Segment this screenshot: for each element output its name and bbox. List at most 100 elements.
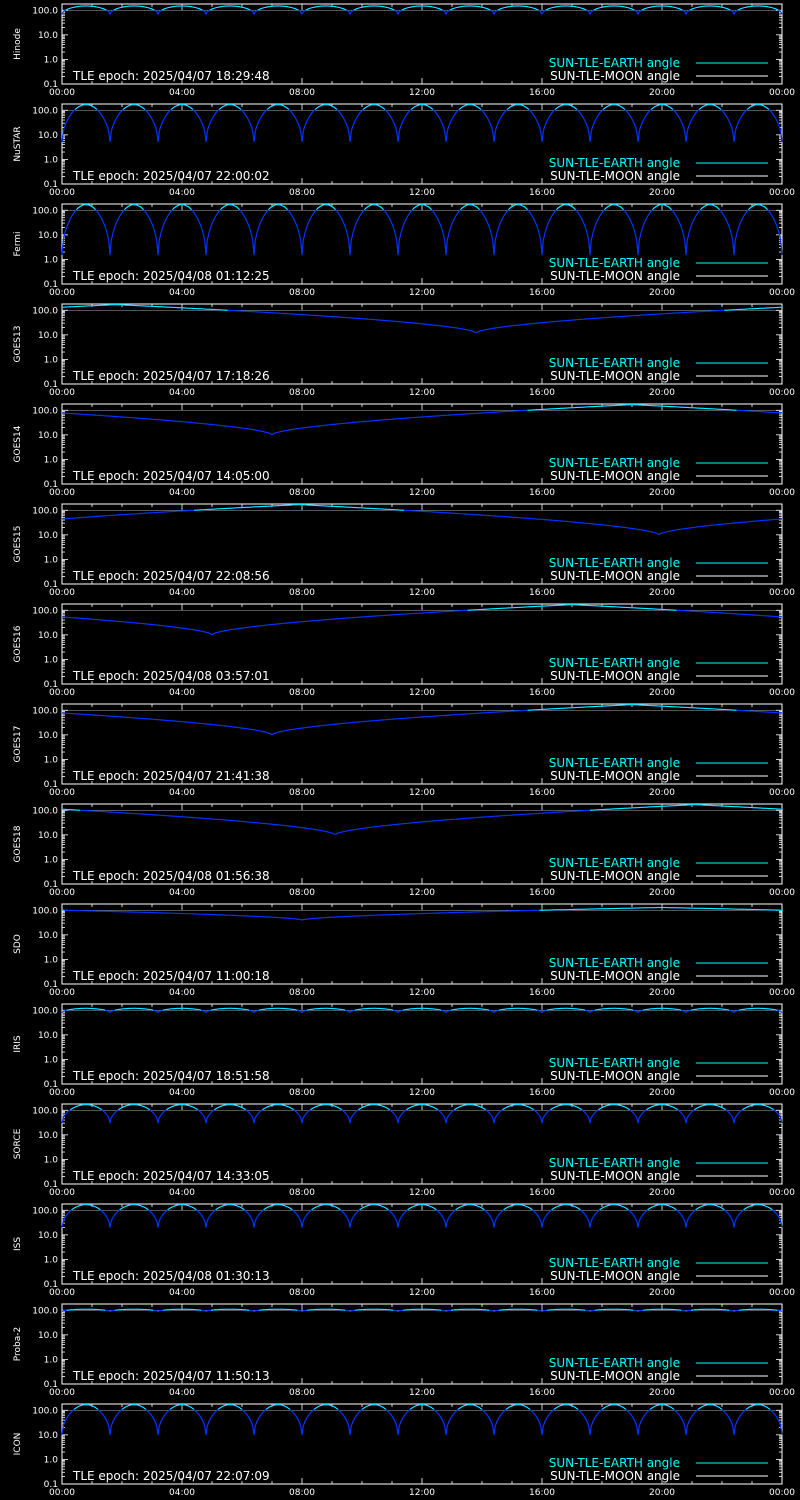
panel-goes13: 100.0 10.0 1.0 0.1 00:00 04:00 08:00 12:00 16:00… bbox=[0, 300, 800, 400]
x-tick-label: 00:00 bbox=[49, 188, 75, 198]
plot-svg: 100.010.01.00.100:00 04:00 08:00 12:00 16:00… bbox=[13, 103, 795, 198]
satellite-label: GOES17 bbox=[13, 726, 23, 763]
x-tick-label: 00:00 bbox=[49, 88, 75, 98]
legend-earth-label: SUN-TLE-EARTH angle bbox=[549, 456, 680, 470]
plot-svg: 100.010.01.00.100:00 04:00 08:00 12:00 16:00… bbox=[13, 803, 795, 898]
x-tick-label: 16:00 bbox=[529, 388, 555, 398]
legend-moon-label: SUN-TLE-MOON angle bbox=[550, 369, 680, 383]
tle-epoch-label: TLE epoch: 2025/04/07 22:00:02 bbox=[72, 169, 270, 183]
satellite-label: Proba-2 bbox=[13, 1327, 23, 1361]
x-tick-label: 04:00 bbox=[169, 488, 195, 498]
legend-moon-label: SUN-TLE-MOON angle bbox=[550, 1169, 680, 1183]
panel-iss: 100.0 10.0 1.0 0.1 00:00 04:00 08:00 12:00 16:00… bbox=[0, 1200, 800, 1300]
satellite-label: IRIS bbox=[13, 1035, 23, 1053]
legend-earth-label: SUN-TLE-EARTH angle bbox=[549, 556, 680, 570]
panel-goes14: 100.0 10.0 1.0 0.1 00:00 04:00 08:00 12:00 16:00… bbox=[0, 400, 800, 500]
tle-epoch-label: TLE epoch: 2025/04/07 18:29:48 bbox=[72, 69, 270, 83]
panel-sdo: 100.0 10.0 1.0 0.1 00:00 04:00 08:00 12:00 16:00… bbox=[0, 900, 800, 1000]
y-tick-label: 100.0 bbox=[32, 806, 58, 816]
x-tick-label: 04:00 bbox=[169, 188, 195, 198]
satellite-label: SDO bbox=[13, 934, 23, 954]
plot-svg: 100.010.01.00.100:00 04:00 08:00 12:00 16:00… bbox=[13, 1003, 795, 1098]
x-tick-label: 12:00 bbox=[409, 1488, 435, 1498]
x-tick-label: 08:00 bbox=[289, 688, 315, 698]
sun-earth-angle-high bbox=[66, 1308, 778, 1311]
x-tick-label: 16:00 bbox=[529, 588, 555, 598]
legend-earth-label: SUN-TLE-EARTH angle bbox=[549, 256, 680, 270]
x-tick-label: 04:00 bbox=[169, 1188, 195, 1198]
x-tick-label: 08:00 bbox=[289, 1488, 315, 1498]
x-tick-label: 00:00 bbox=[769, 888, 795, 898]
x-tick-label: 04:00 bbox=[169, 988, 195, 998]
x-tick-label: 00:00 bbox=[49, 788, 75, 798]
tle-epoch-label: TLE epoch: 2025/04/07 18:51:58 bbox=[72, 1069, 270, 1083]
x-tick-label: 04:00 bbox=[169, 688, 195, 698]
y-tick-label: 1.0 bbox=[44, 955, 59, 965]
x-tick-label: 00:00 bbox=[49, 288, 75, 298]
sun-earth-angle-high bbox=[527, 704, 737, 711]
x-tick-label: 00:00 bbox=[769, 588, 795, 598]
x-tick-label: 16:00 bbox=[529, 488, 555, 498]
x-tick-label: 20:00 bbox=[649, 88, 675, 98]
x-tick-label: 00:00 bbox=[769, 688, 795, 698]
tle-epoch-label: TLE epoch: 2025/04/07 21:41:38 bbox=[72, 769, 270, 783]
tle-epoch-label: TLE epoch: 2025/04/07 11:50:13 bbox=[72, 1369, 270, 1383]
y-tick-label: 1.0 bbox=[44, 1255, 59, 1265]
legend-earth-label: SUN-TLE-EARTH angle bbox=[549, 856, 680, 870]
x-tick-label: 12:00 bbox=[409, 888, 435, 898]
x-tick-label: 08:00 bbox=[289, 1288, 315, 1298]
y-tick-label: 0.1 bbox=[44, 1080, 58, 1090]
y-tick-label: 100.0 bbox=[32, 6, 58, 16]
x-tick-label: 00:00 bbox=[769, 188, 795, 198]
y-tick-label: 100.0 bbox=[32, 1106, 58, 1116]
tle-epoch-label: TLE epoch: 2025/04/07 11:00:18 bbox=[72, 969, 270, 983]
x-tick-label: 00:00 bbox=[769, 1288, 795, 1298]
legend-moon-label: SUN-TLE-MOON angle bbox=[550, 69, 680, 83]
satellite-label: GOES13 bbox=[13, 326, 23, 363]
x-tick-label: 16:00 bbox=[529, 1488, 555, 1498]
satellite-label: GOES18 bbox=[13, 825, 23, 862]
sun-earth-angle-high bbox=[76, 204, 768, 211]
x-tick-label: 08:00 bbox=[289, 788, 315, 798]
legend-earth-label: SUN-TLE-EARTH angle bbox=[549, 1256, 680, 1270]
y-tick-label: 0.1 bbox=[44, 680, 58, 690]
satellite-label: Fermi bbox=[13, 231, 23, 256]
x-tick-label: 08:00 bbox=[289, 388, 315, 398]
legend-moon-label: SUN-TLE-MOON angle bbox=[550, 1469, 680, 1483]
y-tick-label: 10.0 bbox=[38, 631, 58, 641]
y-tick-label: 0.1 bbox=[44, 280, 58, 290]
x-tick-label: 00:00 bbox=[769, 1488, 795, 1498]
tle-epoch-label: TLE epoch: 2025/04/07 17:18:26 bbox=[72, 369, 270, 383]
y-tick-label: 100.0 bbox=[32, 1206, 58, 1216]
x-tick-label: 16:00 bbox=[529, 188, 555, 198]
x-tick-label: 16:00 bbox=[529, 88, 555, 98]
x-tick-label: 00:00 bbox=[49, 1188, 75, 1198]
x-tick-label: 20:00 bbox=[649, 588, 675, 598]
legend-earth-label: SUN-TLE-EARTH angle bbox=[549, 1056, 680, 1070]
x-tick-label: 00:00 bbox=[49, 1488, 75, 1498]
sun-earth-angle-high bbox=[467, 604, 677, 611]
sun-earth-angle-trace bbox=[61, 203, 783, 256]
y-tick-label: 10.0 bbox=[38, 1231, 58, 1241]
tle-epoch-label: TLE epoch: 2025/04/07 22:07:09 bbox=[72, 1469, 270, 1483]
x-tick-label: 20:00 bbox=[649, 888, 675, 898]
x-tick-label: 16:00 bbox=[529, 1088, 555, 1098]
y-tick-label: 100.0 bbox=[32, 106, 58, 116]
x-tick-label: 12:00 bbox=[409, 388, 435, 398]
tle-epoch-label: TLE epoch: 2025/04/07 14:05:00 bbox=[72, 469, 270, 483]
y-tick-label: 0.1 bbox=[44, 480, 58, 490]
panel-proba-2: 100.0 10.0 1.0 0.1 00:00 04:00 08:00 12:00 16:00… bbox=[0, 1300, 800, 1400]
x-tick-label: 00:00 bbox=[769, 1388, 795, 1398]
sun-earth-angle-high bbox=[71, 1204, 773, 1211]
x-tick-label: 00:00 bbox=[49, 588, 75, 598]
x-tick-label: 20:00 bbox=[649, 688, 675, 698]
y-tick-label: 0.1 bbox=[44, 580, 58, 590]
y-tick-label: 100.0 bbox=[32, 506, 58, 516]
y-tick-label: 100.0 bbox=[32, 606, 58, 616]
y-tick-label: 1.0 bbox=[44, 755, 59, 765]
panel-nustar: 100.0 10.0 1.0 0.1 00:00 04:00 08:00 12:00 16:00… bbox=[0, 100, 800, 200]
x-tick-label: 00:00 bbox=[769, 1188, 795, 1198]
legend-moon-label: SUN-TLE-MOON angle bbox=[550, 1069, 680, 1083]
x-tick-label: 00:00 bbox=[769, 88, 795, 98]
